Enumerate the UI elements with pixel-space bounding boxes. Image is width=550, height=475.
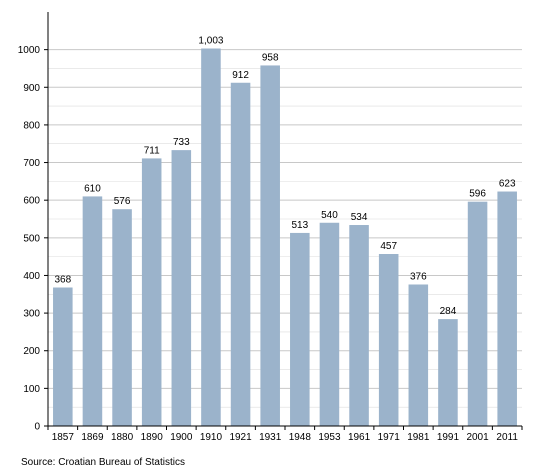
bar-2011 [497, 191, 517, 426]
data-labels: 368 610 576 711 733 1,003 912 958 513 540 534 457 37… [54, 36, 515, 318]
bars [53, 48, 517, 427]
bar-1921 [230, 82, 251, 427]
x-tick-label-2001: 2001 [466, 432, 489, 443]
data-label-1931: 958 [262, 52, 279, 63]
bar-1991 [438, 319, 458, 426]
data-label-1948: 513 [291, 220, 308, 231]
bar-1900 [171, 150, 192, 426]
y-tick-label: 500 [23, 233, 40, 244]
bar-1880 [112, 209, 132, 426]
x-tick-label-1869: 1869 [81, 432, 104, 443]
y-tick-label: 100 [23, 384, 40, 395]
x-tick-label-1991: 1991 [437, 432, 460, 443]
bar-1857 [53, 287, 73, 426]
y-tick-label: 700 [23, 158, 40, 169]
x-tick-label-2011: 2011 [496, 432, 518, 443]
y-tick-label: 1000 [18, 45, 41, 56]
x-tick-label-1921: 1921 [229, 432, 252, 443]
y-tick-label: 300 [23, 309, 40, 320]
x-tick-label-1890: 1890 [141, 432, 164, 443]
x-tick-label-1953: 1953 [318, 432, 341, 443]
data-label-1869: 610 [84, 183, 101, 194]
x-tick-label-1948: 1948 [289, 432, 312, 443]
bar-1981 [408, 284, 429, 426]
bar-1961 [349, 225, 369, 426]
data-label-2011: 623 [499, 179, 516, 190]
x-tick-label-1910: 1910 [200, 432, 223, 443]
x-tick-label-1981: 1981 [407, 432, 430, 443]
bar-1948 [290, 232, 310, 426]
data-label-1890: 711 [144, 145, 160, 156]
data-label-2001: 596 [469, 189, 486, 200]
data-label-1961: 534 [351, 212, 368, 223]
data-label-1981: 376 [410, 271, 427, 282]
x-tick-label-1961: 1961 [348, 432, 371, 443]
y-tick-label: 900 [23, 83, 40, 94]
y-axis: 0 100 200 300 400 500 600 700 800 900 1000 [18, 12, 49, 433]
x-tick-label-1880: 1880 [111, 432, 134, 443]
data-label-1910: 1,003 [198, 36, 223, 47]
bar-2001 [467, 201, 488, 426]
y-tick-label: 200 [23, 346, 40, 357]
data-label-1900: 733 [173, 137, 190, 148]
x-tick-label-1857: 1857 [52, 432, 75, 443]
data-label-1971: 457 [380, 241, 397, 252]
data-label-1953: 540 [321, 210, 338, 221]
data-label-1921: 912 [232, 70, 249, 81]
data-label-1991: 284 [440, 306, 457, 317]
y-tick-label: 800 [23, 120, 40, 131]
y-tick-label: 600 [23, 196, 40, 207]
bar-1869 [82, 196, 103, 426]
x-tick-label-1931: 1931 [259, 432, 282, 443]
x-tick-label-1900: 1900 [170, 432, 193, 443]
source-note: Source: Croatian Bureau of Statistics [21, 457, 185, 468]
bar-1953 [319, 222, 340, 426]
bar-1910 [201, 48, 221, 427]
data-label-1857: 368 [54, 274, 71, 285]
x-tick-label-1971: 1971 [378, 432, 401, 443]
y-tick-label: 400 [23, 271, 40, 282]
bar-1890 [141, 158, 162, 426]
bar-1971 [378, 254, 399, 426]
bar-1931 [260, 65, 280, 426]
data-label-1880: 576 [114, 196, 131, 207]
y-tick-label: 0 [34, 422, 40, 433]
x-axis: 1857 1869 1880 1890 1900 1910 1921 1931 1948 1953… [47, 425, 523, 443]
